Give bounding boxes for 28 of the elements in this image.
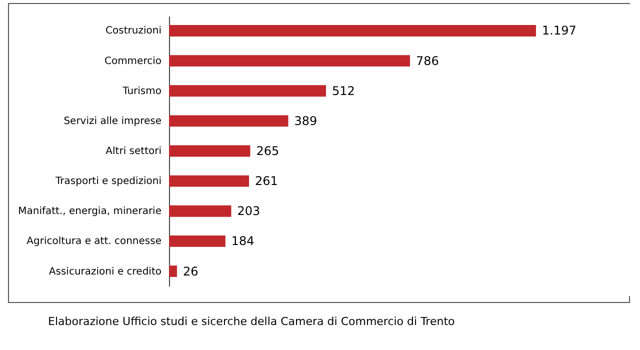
data-label: 389 [294, 114, 318, 128]
data-label: 786 [416, 54, 439, 68]
y-tick-label: Commercio [104, 56, 162, 67]
data-label: 203 [237, 204, 260, 218]
y-tick-label: Agricoltura e att. connesse [26, 236, 162, 248]
y-tick-label: Assicurazioni e credito [48, 266, 162, 278]
bar [169, 115, 288, 127]
bar [169, 55, 410, 67]
bar [169, 145, 250, 157]
y-tick-label: Servizi alle imprese [64, 116, 162, 127]
data-label: 512 [332, 84, 355, 98]
bar [169, 235, 226, 247]
data-label: 1.197 [542, 24, 576, 38]
y-tick-label: Altri settori [106, 146, 162, 157]
data-label: 26 [182, 264, 198, 278]
bar [169, 205, 232, 217]
text: Elaborazione Ufficio studi e sicerche della Camera di Commercio di Trento [48, 314, 456, 329]
data-label: 261 [255, 174, 278, 188]
y-tick-label: Costruzioni [106, 26, 162, 37]
data-label: 184 [231, 234, 254, 248]
bar [169, 85, 326, 97]
bar [169, 25, 536, 36]
data-label: 265 [256, 144, 280, 158]
y-tick-label: Manifatt., energia, minerarie [18, 206, 162, 218]
y-tick-label: Trasporti e spedizioni [54, 176, 162, 188]
bar [169, 266, 177, 277]
y-tick-label: Turismo [122, 86, 162, 97]
bar [169, 175, 250, 187]
